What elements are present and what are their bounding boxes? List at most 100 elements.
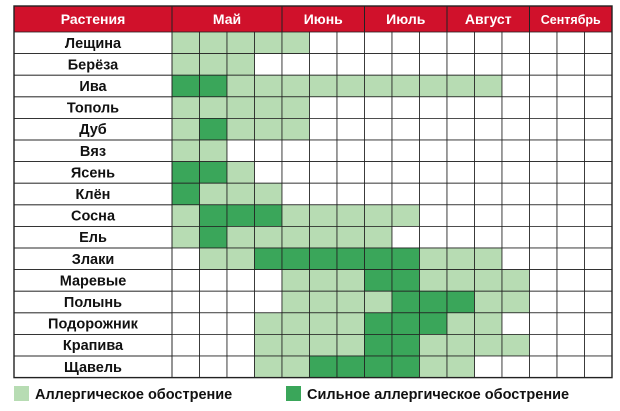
cell-empty [584,204,613,227]
cell-empty [446,139,475,163]
cell-strong [391,355,420,379]
cell-empty [336,161,365,184]
cell-strong [391,269,420,292]
cell-strong [199,225,228,249]
cell-allergic [281,96,310,119]
cell-empty [501,161,530,184]
month-label: Июль [386,11,426,27]
cell-strong [199,118,228,141]
cell-empty [556,312,585,335]
plant-label: Вяз [80,144,106,160]
cell-allergic [364,74,393,98]
cell-allergic [419,333,448,357]
cell-empty [556,182,585,206]
cell-empty [446,118,475,141]
cell-empty [226,333,255,357]
cell-allergic [474,74,503,98]
cell-empty [419,161,448,184]
cell-empty [529,225,558,249]
cell-strong [364,312,393,335]
cell-empty [281,139,310,163]
cell-empty [474,139,503,163]
cell-empty [584,96,613,119]
plant-label: Подорожник [48,317,139,333]
legend-swatch-strong [286,386,301,401]
cell-strong [199,161,228,184]
cell-empty [529,118,558,141]
cell-allergic [254,74,283,98]
cell-allergic [171,96,200,119]
cell-empty [309,161,338,184]
cell-empty [474,118,503,141]
cell-empty [171,333,200,357]
cell-empty [446,182,475,206]
cell-empty [556,355,585,379]
plant-label: Клён [76,187,111,203]
cell-empty [501,355,530,379]
legend-label: Сильное аллергическое обострение [307,387,569,403]
cell-strong [446,290,475,314]
cell-empty [556,74,585,98]
cell-allergic [254,96,283,119]
cell-empty [584,247,613,271]
cell-strong [419,312,448,335]
cell-allergic [309,225,338,249]
cell-empty [474,204,503,227]
cell-allergic [171,139,200,163]
cell-allergic [501,269,530,292]
cell-allergic [419,269,448,292]
cell-strong [336,247,365,271]
cell-empty [391,161,420,184]
cell-empty [391,118,420,141]
cell-empty [501,118,530,141]
cell-allergic [474,247,503,271]
cell-allergic [254,118,283,141]
cell-empty [529,53,558,76]
cell-allergic [446,247,475,271]
cell-allergic [281,74,310,98]
month-label: Июнь [304,11,343,27]
cell-empty [364,53,393,76]
cell-allergic [171,225,200,249]
cell-empty [199,269,228,292]
cell-allergic [309,312,338,335]
cell-strong [391,247,420,271]
cell-allergic [309,333,338,357]
cell-allergic [419,247,448,271]
cell-strong [254,247,283,271]
cell-allergic [309,204,338,227]
cell-empty [336,31,365,55]
cell-allergic [281,31,310,55]
cell-empty [254,53,283,76]
cell-empty [584,312,613,335]
cell-allergic [281,312,310,335]
cell-strong [171,74,200,98]
cell-empty [584,225,613,249]
cell-allergic [226,118,255,141]
cell-empty [556,225,585,249]
cell-empty [391,225,420,249]
cell-empty [556,118,585,141]
cell-empty [336,53,365,76]
cell-allergic [501,333,530,357]
cell-empty [584,355,613,379]
cell-empty [336,139,365,163]
cell-empty [556,247,585,271]
cell-empty [309,182,338,206]
cell-strong [391,333,420,357]
cell-strong [391,312,420,335]
table-frame [13,5,613,379]
cell-empty [419,204,448,227]
cell-allergic [336,269,365,292]
header-background [14,6,612,32]
cell-empty [391,53,420,76]
cell-empty [529,31,558,55]
cell-allergic [309,74,338,98]
plant-label: Полынь [64,295,122,311]
cell-empty [281,161,310,184]
cell-empty [281,53,310,76]
cell-empty [446,53,475,76]
cell-empty [556,53,585,76]
cell-empty [556,96,585,119]
cell-empty [364,96,393,119]
